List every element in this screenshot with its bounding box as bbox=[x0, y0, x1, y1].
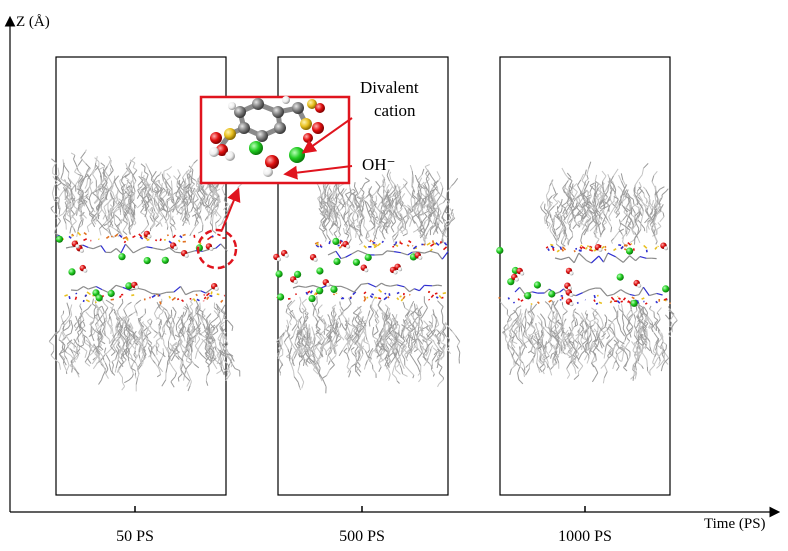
cation-arrow bbox=[301, 117, 353, 154]
annotation-hydroxide: OH⁻ bbox=[362, 155, 396, 174]
highlight-to-inset-arrow bbox=[221, 187, 241, 231]
hydroxide-arrow bbox=[283, 165, 353, 180]
zoom-inset bbox=[199, 95, 351, 185]
molecular-snapshot-50ps bbox=[48, 149, 243, 392]
annotation-cation: cation bbox=[374, 101, 416, 120]
molecular-snapshot-500ps bbox=[273, 164, 461, 394]
panel-1000ps-box bbox=[499, 56, 671, 496]
x-axis-label: Time (PS) bbox=[704, 516, 766, 532]
highlight-dashed-circle bbox=[196, 228, 238, 270]
y-axis-label: Z (Å) bbox=[16, 14, 50, 30]
panel-label-500ps: 500 PS bbox=[339, 528, 385, 545]
panel-label-1000ps: 1000 PS bbox=[558, 528, 612, 545]
annotation-divalent: Divalent bbox=[360, 78, 419, 97]
panel-label-50ps: 50 PS bbox=[116, 528, 154, 545]
molecular-snapshot-1000ps bbox=[496, 161, 678, 385]
panel-50ps-box bbox=[55, 56, 227, 496]
